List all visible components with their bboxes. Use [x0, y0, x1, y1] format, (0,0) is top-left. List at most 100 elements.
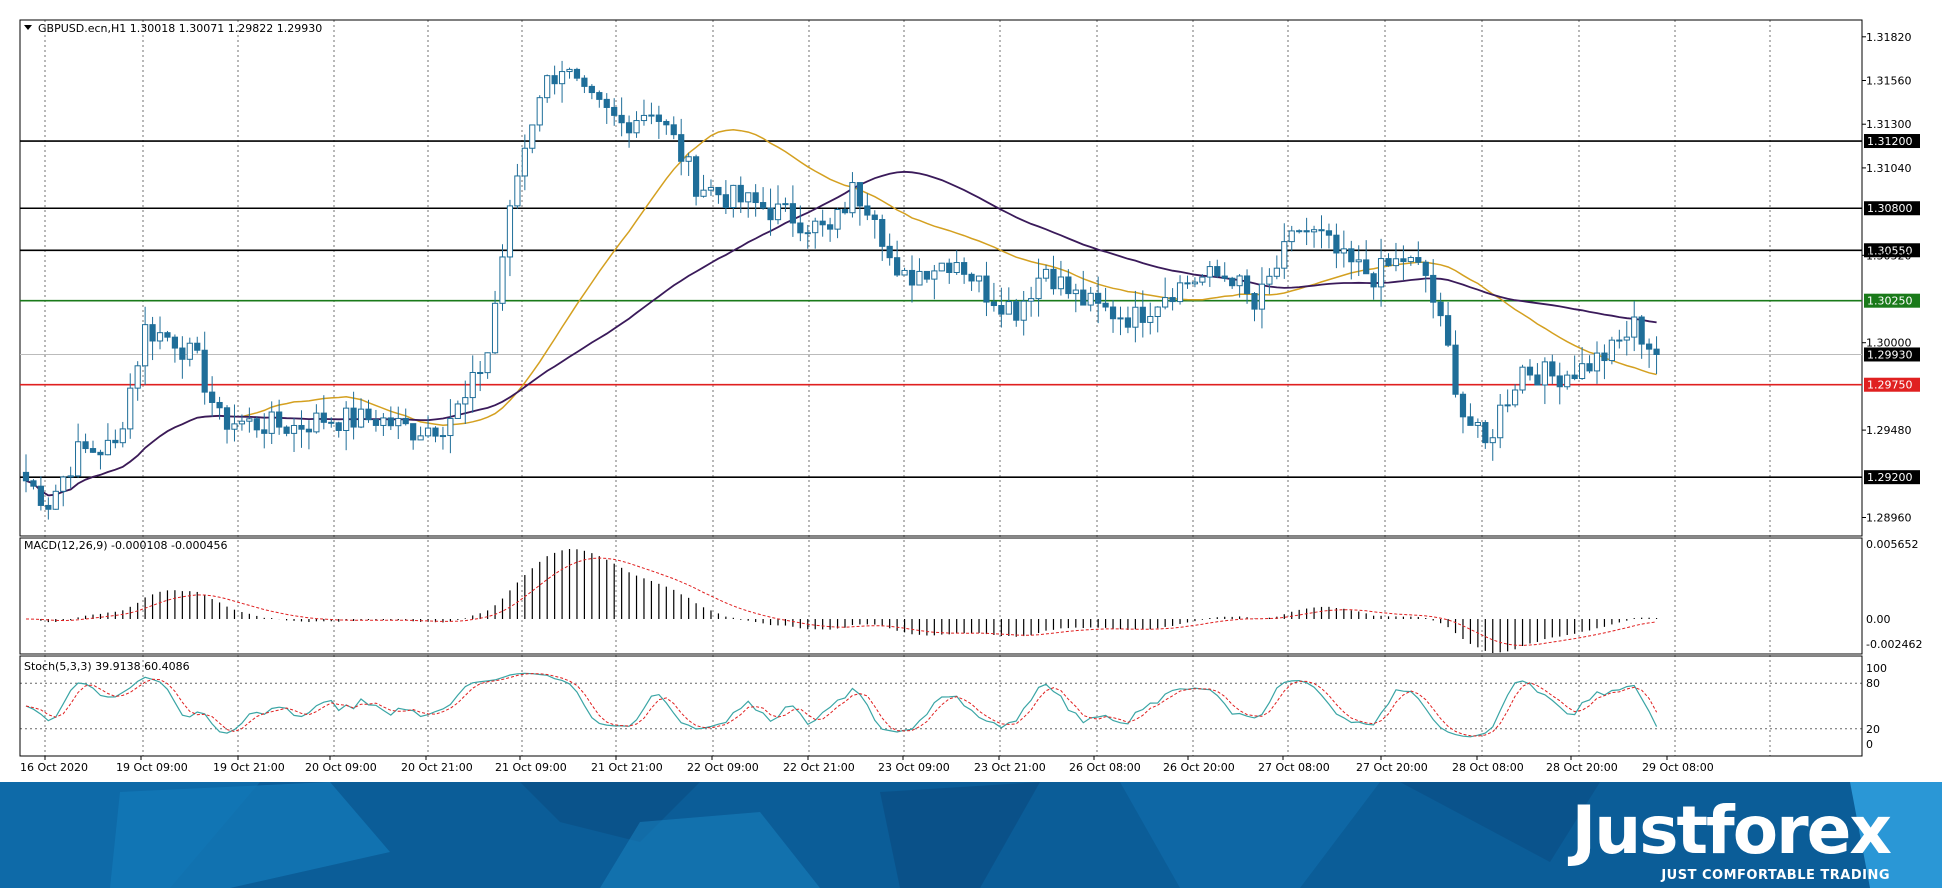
candle-body: [1459, 393, 1467, 418]
time-tick-label: 28 Oct 20:00: [1546, 761, 1618, 774]
candle: [1355, 245, 1362, 276]
candle-body: [365, 408, 372, 421]
candle: [186, 337, 193, 367]
brand-logo[interactable]: Justforex JUST COMFORTABLE TRADING: [1571, 792, 1892, 884]
candle-body: [640, 114, 648, 122]
candle: [491, 290, 499, 355]
candle-body: [268, 411, 275, 434]
ma-slow-line: [25, 170, 1657, 497]
candle-body: [276, 411, 283, 428]
candle-body: [1296, 230, 1303, 233]
candle: [1452, 330, 1459, 398]
candle: [313, 404, 320, 434]
candle-body: [730, 184, 737, 209]
candle-body: [477, 371, 484, 374]
candle: [1400, 245, 1407, 281]
candle: [841, 201, 849, 215]
candle: [238, 414, 246, 431]
candle: [395, 406, 402, 440]
candlesticks[interactable]: [22, 60, 1660, 520]
candle: [923, 270, 930, 283]
level-price-tag: 1.29200: [1864, 470, 1920, 485]
candle-body: [1050, 268, 1057, 290]
dropdown-triangle-icon[interactable]: [24, 25, 32, 30]
candle-body: [774, 203, 782, 221]
candle-body: [588, 85, 595, 94]
candle-body: [990, 301, 998, 307]
level-tag-text: 1.29200: [1867, 471, 1913, 484]
candle-body: [410, 423, 417, 441]
candle-body: [1623, 336, 1630, 341]
candle-body: [946, 262, 953, 273]
candle: [298, 410, 305, 448]
candle-body: [1422, 261, 1429, 276]
stoch-axis-label: 0: [1866, 738, 1873, 751]
candle-body: [223, 407, 231, 430]
candle: [1184, 275, 1191, 289]
brand-name: Justforex: [1571, 792, 1892, 869]
candle-body: [1005, 301, 1012, 315]
candle: [37, 476, 44, 511]
candle: [551, 65, 558, 95]
candle: [1139, 290, 1146, 338]
candle-body: [1258, 283, 1266, 310]
candle: [1206, 261, 1213, 287]
candle: [119, 421, 126, 448]
candle-body: [1273, 267, 1280, 277]
candle-body: [1541, 361, 1548, 386]
candle: [1534, 363, 1541, 386]
candle: [127, 373, 134, 439]
candle-body: [67, 475, 74, 478]
candle-body: [1653, 348, 1660, 355]
candle-body: [737, 184, 744, 203]
candle-body: [1132, 306, 1139, 328]
candle: [588, 84, 595, 100]
candle-body: [1608, 339, 1615, 362]
candle-body: [566, 68, 573, 73]
candle: [1519, 364, 1526, 394]
candle: [22, 454, 30, 493]
candle: [536, 95, 543, 132]
candle: [573, 67, 581, 82]
candle: [1444, 301, 1452, 348]
time-tick-label: 21 Oct 21:00: [591, 761, 663, 774]
candle-body: [581, 77, 588, 87]
candle-body: [328, 421, 335, 424]
time-tick-label: 22 Oct 09:00: [687, 761, 759, 774]
chart-grid: [20, 20, 1862, 756]
candle-body: [1593, 352, 1601, 372]
candle-body: [707, 186, 715, 191]
candle-body: [469, 371, 476, 399]
candle: [1236, 274, 1243, 298]
candle-body: [1571, 374, 1578, 380]
candle: [1325, 223, 1333, 249]
candle-body: [1430, 274, 1437, 303]
candle-body: [1184, 282, 1191, 285]
candle-body: [685, 156, 692, 162]
candle-body: [1080, 289, 1087, 306]
candle: [692, 154, 700, 206]
level-price-tag: 1.29750: [1864, 377, 1920, 392]
candle-body: [856, 182, 863, 207]
candle: [1199, 274, 1206, 286]
candle: [469, 355, 476, 413]
candle: [484, 352, 491, 379]
candle-body: [1169, 297, 1176, 303]
candle: [1593, 341, 1601, 384]
candle: [216, 396, 223, 420]
candle: [938, 262, 945, 272]
candle-body: [618, 114, 625, 124]
candle-body: [357, 408, 365, 428]
candle-body: [670, 124, 677, 136]
panel-frame: [19, 655, 1863, 757]
chart-header[interactable]: GBPUSD.ecn,H1 1.30018 1.30071 1.29822 1.…: [24, 22, 322, 35]
candle-body: [1117, 317, 1124, 320]
candle-body: [402, 417, 409, 425]
time-tick-label: 27 Oct 20:00: [1356, 761, 1428, 774]
candle-body: [998, 305, 1005, 315]
candle: [1646, 338, 1653, 368]
candle: [908, 255, 916, 303]
candle-body: [715, 186, 722, 196]
candle: [596, 90, 603, 108]
candle: [745, 192, 752, 218]
